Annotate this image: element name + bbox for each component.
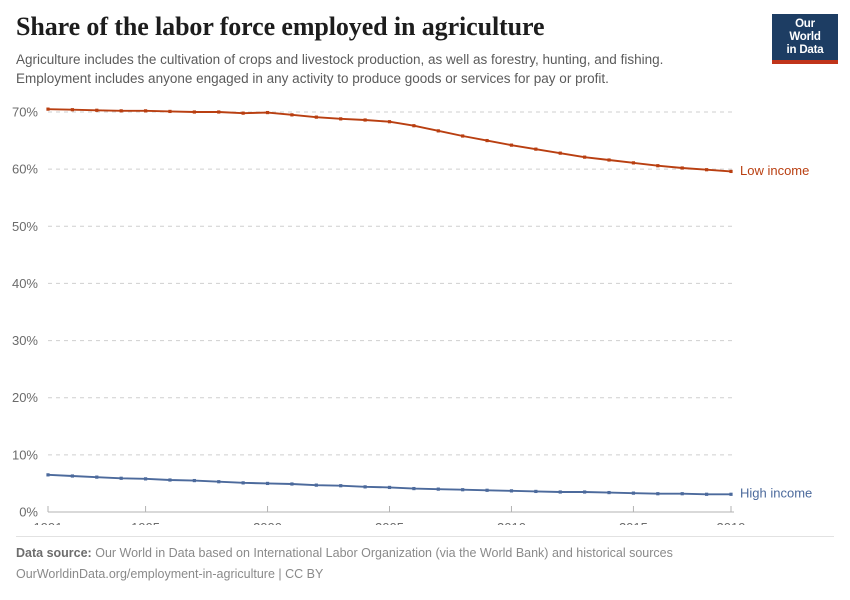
data-point-marker[interactable] xyxy=(461,134,465,138)
license-line[interactable]: OurWorldinData.org/employment-in-agricul… xyxy=(16,566,324,581)
data-point-marker[interactable] xyxy=(241,481,245,485)
y-axis-tick-label: 60% xyxy=(12,162,38,177)
data-point-marker[interactable] xyxy=(485,138,489,143)
data-source-text: Our World in Data based on International… xyxy=(95,546,673,560)
x-axis-tick-label: 2015 xyxy=(619,520,648,525)
chart-subtitle-line-1: Agriculture includes the cultivation of … xyxy=(16,51,664,67)
data-point-marker[interactable] xyxy=(46,473,50,477)
data-point-marker[interactable] xyxy=(387,120,392,124)
data-point-marker[interactable] xyxy=(705,492,709,496)
data-point-marker[interactable] xyxy=(339,117,343,121)
logo-line-1: Our World xyxy=(789,18,821,43)
data-point-marker[interactable] xyxy=(387,485,392,490)
data-point-marker[interactable] xyxy=(143,477,148,481)
data-point-marker[interactable] xyxy=(314,483,318,487)
data-point-marker[interactable] xyxy=(70,108,74,112)
footer-divider xyxy=(16,536,834,537)
data-point-marker[interactable] xyxy=(583,155,587,159)
chart-subtitle-line-2: Employment includes anyone engaged in an… xyxy=(16,71,609,87)
y-axis-tick-label: 50% xyxy=(12,219,38,234)
data-point-marker[interactable] xyxy=(363,118,367,122)
x-axis-tick-label: 1995 xyxy=(131,520,160,525)
y-axis-tick-label: 40% xyxy=(12,276,38,291)
data-point-marker[interactable] xyxy=(290,482,294,486)
chart-footer: Data source: Our World in Data based on … xyxy=(16,543,816,584)
data-point-marker[interactable] xyxy=(143,109,148,113)
data-point-marker[interactable] xyxy=(558,151,562,155)
data-point-marker[interactable] xyxy=(192,110,196,114)
data-point-marker[interactable] xyxy=(119,476,123,480)
x-axis-tick-label: 2019 xyxy=(717,520,746,525)
y-axis-tick-label: 20% xyxy=(12,390,38,405)
data-point-marker[interactable] xyxy=(436,487,440,491)
series-label-1: High income xyxy=(740,486,812,501)
data-point-marker[interactable] xyxy=(729,492,733,496)
data-point-marker[interactable] xyxy=(412,486,416,491)
data-point-marker[interactable] xyxy=(583,490,587,494)
chart-subtitle: Agriculture includes the cultivation of … xyxy=(16,50,746,88)
series-line-0[interactable] xyxy=(47,108,732,173)
page-title: Share of the labor force employed in agr… xyxy=(16,12,545,41)
data-source-line: Data source: Our World in Data based on … xyxy=(16,543,816,564)
data-point-marker[interactable] xyxy=(95,108,99,112)
data-point-marker[interactable] xyxy=(192,478,196,483)
x-axis-tick-label: 1991 xyxy=(34,520,63,525)
data-point-marker[interactable] xyxy=(534,489,538,494)
data-point-marker[interactable] xyxy=(509,143,514,147)
data-point-marker[interactable] xyxy=(241,111,245,115)
data-point-marker[interactable] xyxy=(95,475,99,479)
data-point-marker[interactable] xyxy=(363,485,367,489)
x-axis-tick-label: 2000 xyxy=(253,520,282,525)
line-chart-svg: 0% 10% 20% 30% 40% 50% 60% 70% 1991 1995 2000 2005 2… xyxy=(12,105,812,526)
data-point-marker[interactable] xyxy=(265,110,270,115)
data-point-marker[interactable] xyxy=(705,168,709,172)
x-axis-tick-label: 2010 xyxy=(497,520,526,525)
data-point-marker[interactable] xyxy=(509,489,514,493)
data-point-marker[interactable] xyxy=(168,478,172,482)
data-point-marker[interactable] xyxy=(119,109,123,113)
our-world-in-data-logo[interactable]: Our World in Data xyxy=(772,14,838,64)
data-point-marker[interactable] xyxy=(217,480,221,484)
y-axis-tick-label: 10% xyxy=(12,447,38,462)
data-point-marker[interactable] xyxy=(168,109,172,114)
data-point-marker[interactable] xyxy=(436,129,440,133)
data-point-marker[interactable] xyxy=(680,166,684,170)
data-point-marker[interactable] xyxy=(631,491,636,495)
y-axis-tick-label: 70% xyxy=(12,105,38,120)
plot-area: 0% 10% 20% 30% 40% 50% 60% 70% 1991 1995 2000 2005 2… xyxy=(0,95,850,526)
data-point-marker[interactable] xyxy=(485,488,489,492)
data-point-marker[interactable] xyxy=(558,490,562,494)
data-point-marker[interactable] xyxy=(631,161,636,165)
data-point-marker[interactable] xyxy=(680,492,684,496)
x-axis-tick-label: 2005 xyxy=(375,520,404,525)
data-point-marker[interactable] xyxy=(656,164,660,168)
data-point-marker[interactable] xyxy=(607,158,611,162)
series-line-1[interactable] xyxy=(47,473,732,496)
data-point-marker[interactable] xyxy=(290,113,294,117)
data-point-marker[interactable] xyxy=(534,147,538,151)
data-point-marker[interactable] xyxy=(339,484,343,488)
y-axis-tick-label: 30% xyxy=(12,333,38,348)
data-point-marker[interactable] xyxy=(656,492,660,496)
data-point-marker[interactable] xyxy=(412,124,416,128)
data-point-marker[interactable] xyxy=(217,110,221,114)
y-axis-tick-label: 0% xyxy=(19,505,38,520)
chart-header: Share of the labor force employed in agr… xyxy=(16,12,776,88)
series-label-0: Low income xyxy=(740,163,809,178)
data-point-marker[interactable] xyxy=(607,490,611,495)
data-point-marker[interactable] xyxy=(46,107,50,111)
data-point-marker[interactable] xyxy=(265,481,270,486)
data-point-marker[interactable] xyxy=(314,115,318,119)
logo-line-2: in Data xyxy=(786,43,824,56)
data-point-marker[interactable] xyxy=(461,488,465,492)
data-point-marker[interactable] xyxy=(70,474,74,478)
data-source-label: Data source: xyxy=(16,546,92,560)
data-point-marker[interactable] xyxy=(729,169,733,174)
